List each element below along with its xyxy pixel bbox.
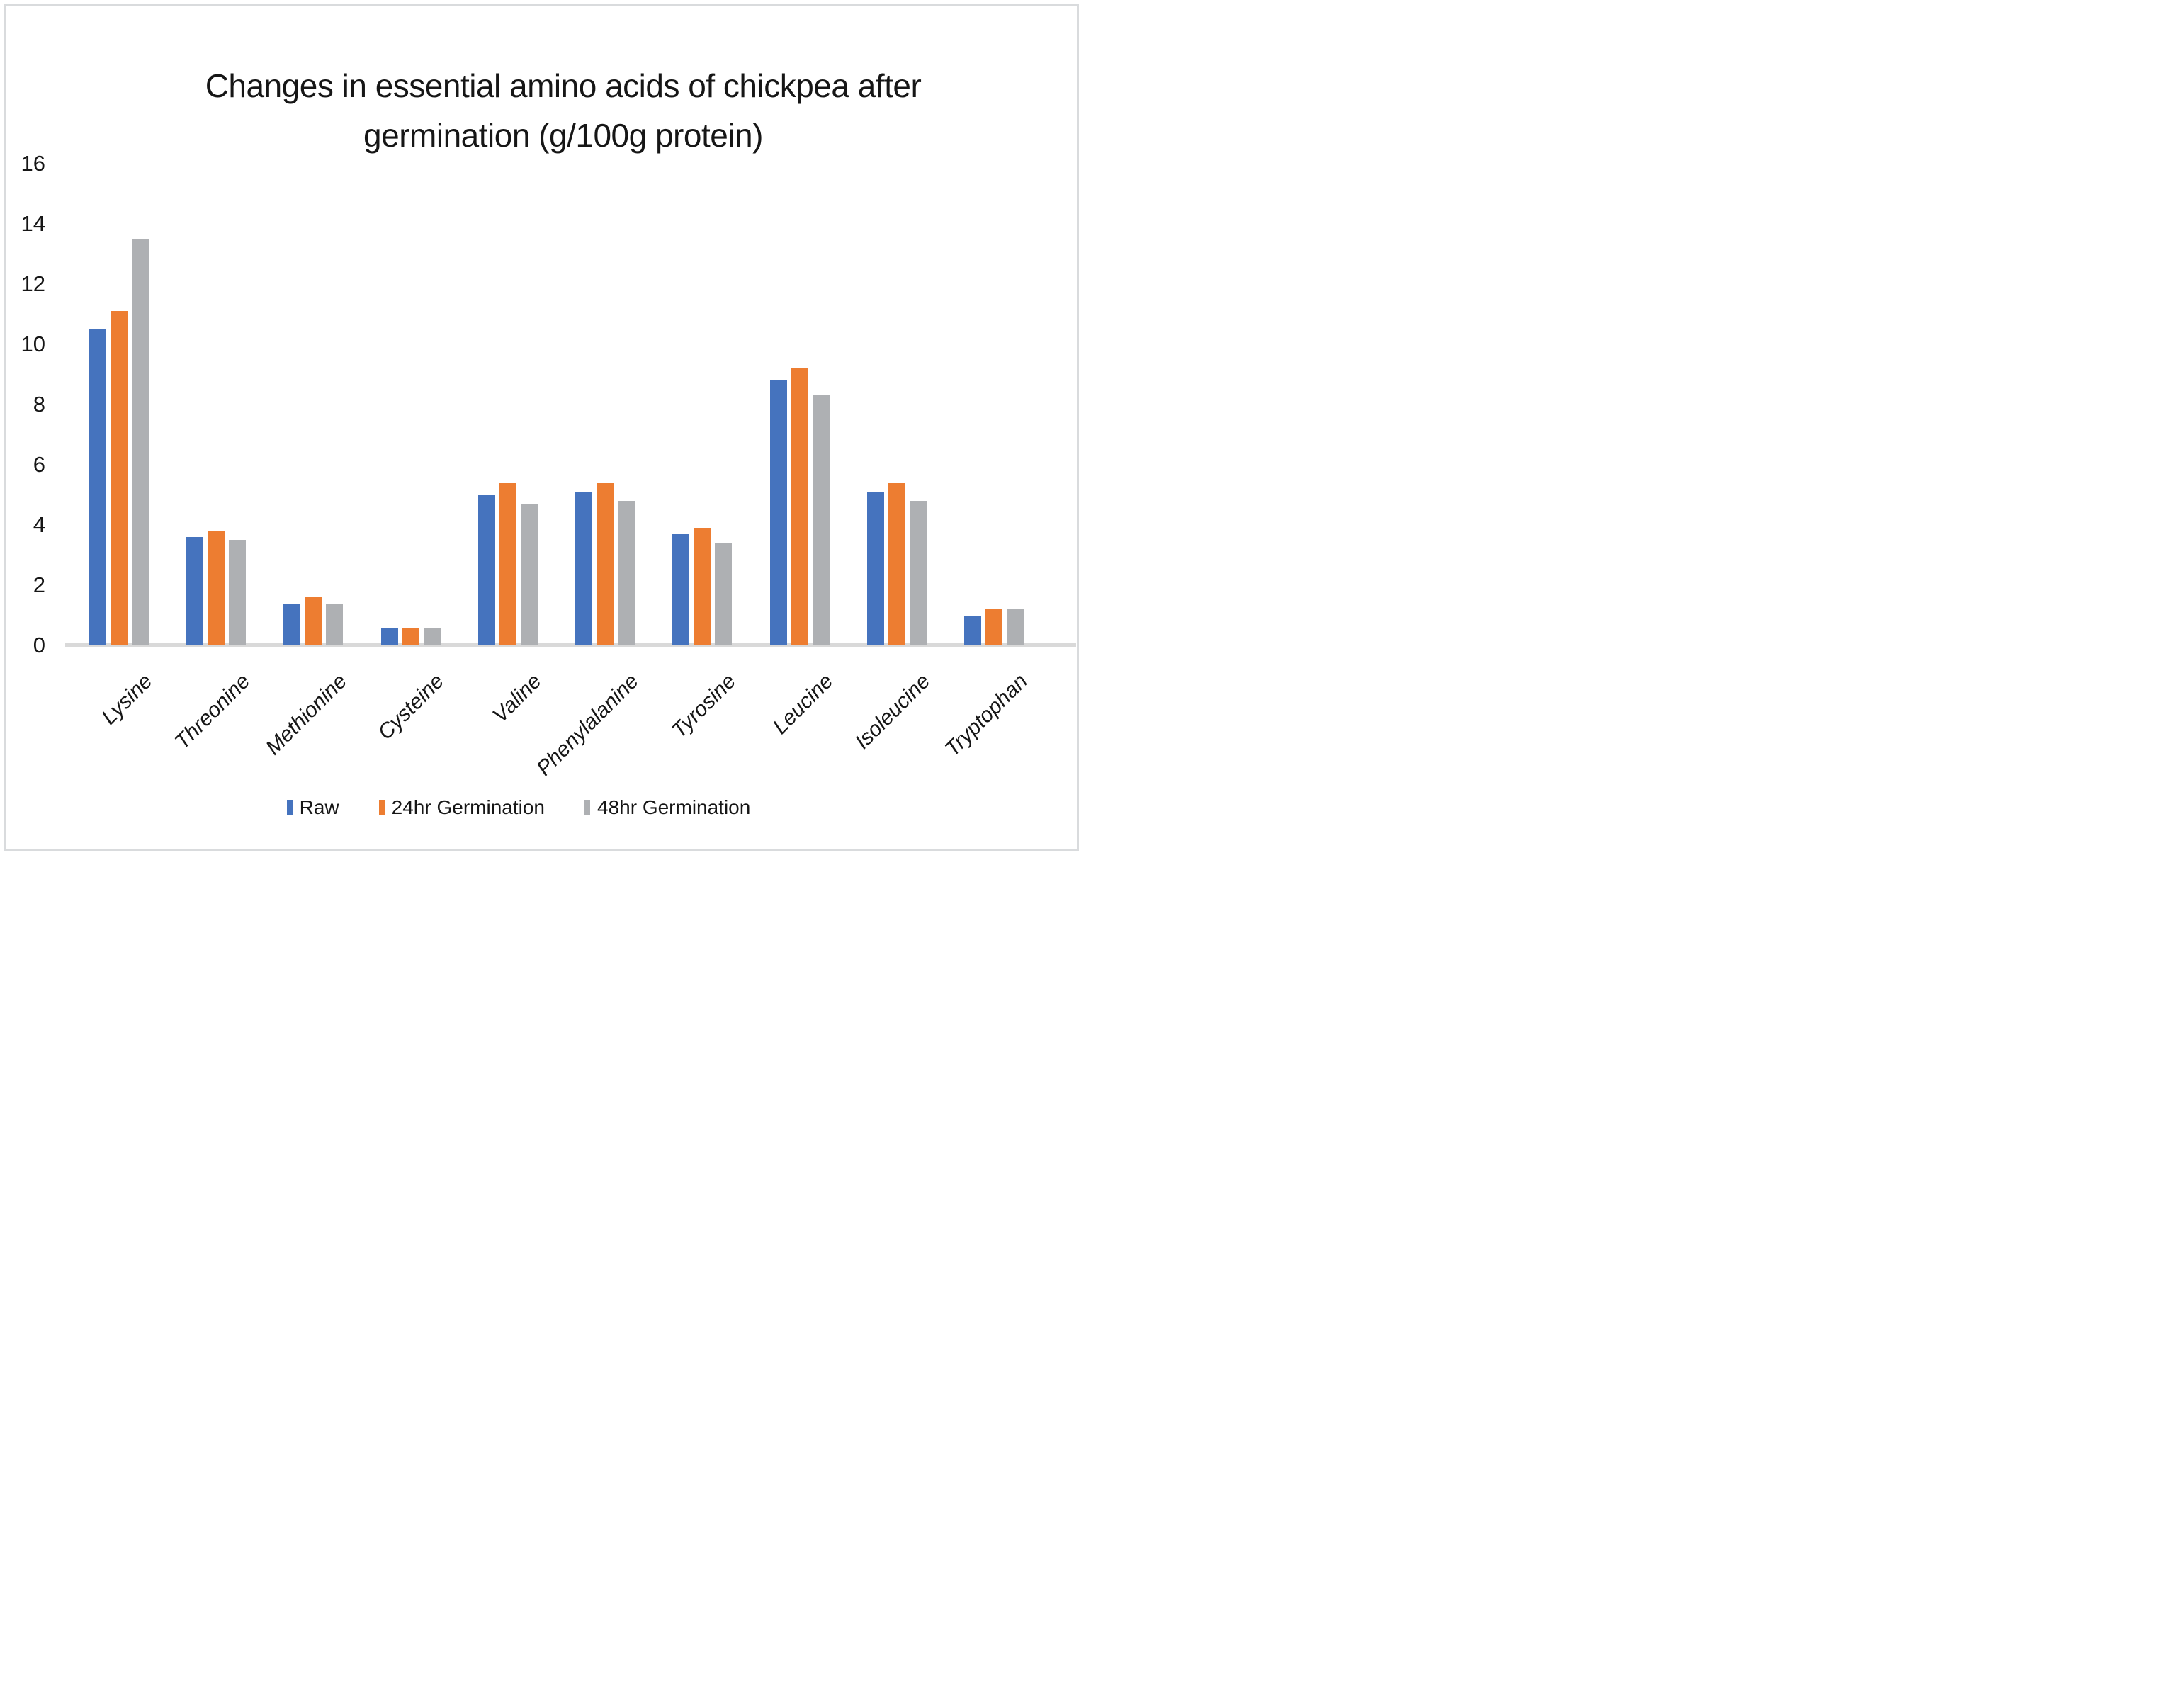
bar-48hr-germination-threonine [229, 540, 247, 645]
y-axis-tick-label-12: 12 [21, 271, 45, 296]
bar-48hr-germination-leucine [812, 395, 830, 645]
y-axis-tick-label-0: 0 [33, 633, 45, 657]
legend-swatch-raw [286, 800, 293, 815]
bar-raw-tyrosine [672, 533, 690, 645]
bar-group-threonine [186, 531, 247, 645]
x-axis-category-label-tyrosine: Tyrosine [667, 669, 741, 743]
bar-24hr-germination-isoleucine [888, 482, 905, 645]
chart-title: Changes in essential amino acids of chic… [120, 61, 1006, 160]
bar-raw-threonine [186, 537, 204, 645]
bar-group-phenylalanine [575, 482, 635, 645]
y-axis-tick-label-14: 14 [21, 211, 45, 236]
x-axis-line [65, 643, 1076, 647]
bar-48hr-germination-methionine [326, 603, 344, 645]
chart-title-line-2: germination (g/100g protein) [363, 117, 763, 154]
x-axis-category-label-lysine: Lysine [97, 669, 157, 730]
legend-item-48hr-germination: 48hr Germination [584, 796, 750, 819]
x-axis-category-label-valine: Valine [488, 669, 546, 728]
legend: Raw 24hr Germination 48hr Germination [65, 796, 972, 819]
x-axis-category-label-cysteine: Cysteine [373, 669, 449, 745]
x-axis-category-label-tryptophan: Tryptophan [940, 669, 1032, 762]
bar-48hr-germination-cysteine [423, 627, 441, 645]
legend-label-24hr-germination: 24hr Germination [391, 796, 545, 818]
legend-item-raw: Raw [286, 796, 339, 819]
bar-raw-cysteine [380, 627, 398, 645]
bar-48hr-germination-lysine [132, 239, 149, 645]
bar-24hr-germination-cysteine [402, 627, 419, 645]
bar-group-methionine [283, 597, 344, 645]
bar-group-lysine [89, 239, 149, 645]
y-axis-tick-label-4: 4 [33, 512, 45, 537]
bar-group-cysteine [380, 627, 441, 645]
bar-48hr-germination-phenylalanine [618, 501, 635, 645]
bar-48hr-germination-valine [520, 504, 538, 645]
bar-24hr-germination-tyrosine [694, 528, 711, 645]
bar-raw-methionine [283, 603, 301, 645]
legend-swatch-48hr-germination [584, 800, 590, 815]
bar-raw-valine [477, 494, 495, 645]
legend-swatch-24hr-germination [378, 800, 385, 815]
bar-raw-leucine [769, 380, 787, 645]
chart-canvas: Changes in essential amino acids of chic… [0, 0, 1082, 854]
y-axis-tick-label-2: 2 [33, 572, 45, 597]
y-axis-tick-label-16: 16 [21, 151, 45, 176]
bar-raw-lysine [89, 329, 106, 645]
bar-raw-tryptophan [963, 615, 981, 645]
bar-24hr-germination-methionine [305, 597, 322, 645]
bar-48hr-germination-tyrosine [715, 543, 733, 645]
bar-24hr-germination-tryptophan [985, 609, 1002, 645]
bar-24hr-germination-valine [499, 482, 516, 645]
x-axis-category-label-leucine: Leucine [768, 669, 838, 739]
legend-label-raw: Raw [299, 796, 339, 818]
bar-raw-phenylalanine [575, 492, 593, 645]
bar-group-isoleucine [866, 482, 927, 645]
y-axis-tick-label-6: 6 [33, 452, 45, 477]
bar-group-tyrosine [672, 528, 733, 645]
legend-label-48hr-germination: 48hr Germination [597, 796, 751, 818]
bar-group-tryptophan [963, 609, 1024, 645]
bar-24hr-germination-leucine [791, 368, 808, 645]
bar-48hr-germination-isoleucine [909, 501, 927, 645]
legend-item-24hr-germination: 24hr Germination [378, 796, 545, 819]
bar-raw-isoleucine [866, 492, 884, 645]
chart-title-line-1: Changes in essential amino acids of chic… [205, 67, 922, 104]
bar-24hr-germination-threonine [208, 531, 225, 645]
bar-group-leucine [769, 368, 830, 645]
y-axis-tick-label-8: 8 [33, 392, 45, 417]
x-axis-category-label-phenylalanine: Phenylalanine [532, 669, 643, 781]
bar-48hr-germination-tryptophan [1006, 609, 1024, 645]
x-axis-category-label-isoleucine: Isoleucine [850, 669, 935, 754]
bar-group-valine [477, 482, 538, 645]
y-axis-tick-label-10: 10 [21, 332, 45, 356]
bar-24hr-germination-lysine [111, 311, 128, 645]
x-axis-category-label-threonine: Threonine [170, 669, 255, 754]
bar-24hr-germination-phenylalanine [597, 482, 614, 645]
x-axis-category-label-methionine: Methionine [261, 669, 352, 760]
